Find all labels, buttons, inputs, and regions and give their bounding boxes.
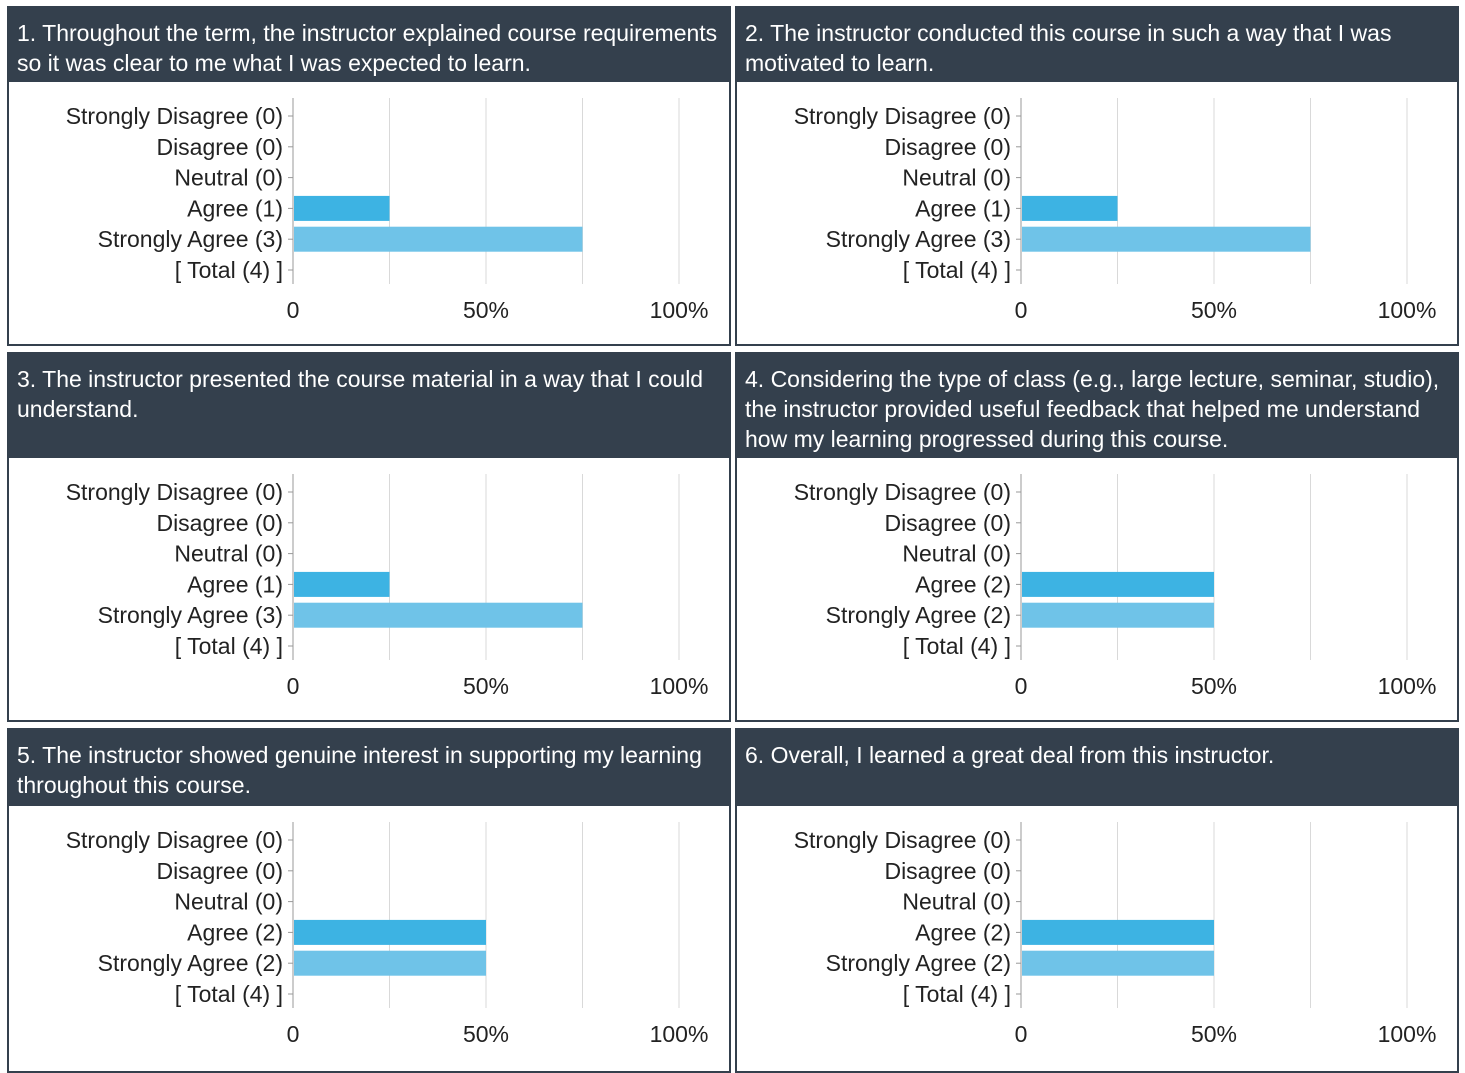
bar	[1022, 195, 1118, 221]
category-label: Strongly Agree (3)	[826, 226, 1011, 252]
x-tick-label: 100%	[650, 1021, 709, 1047]
category-label: Strongly Agree (2)	[98, 950, 283, 976]
bar	[1022, 571, 1214, 597]
question-title-5: 5. The instructor showed genuine interes…	[9, 730, 729, 806]
question-title-1: 1. Throughout the term, the instructor e…	[9, 8, 729, 82]
question-title-6: 6. Overall, I learned a great deal from …	[737, 730, 1457, 806]
question-panel-5: 5. The instructor showed genuine interes…	[7, 728, 731, 1073]
x-tick-label: 50%	[463, 1021, 509, 1047]
category-label: Agree (1)	[915, 195, 1011, 221]
category-label: Disagree (0)	[884, 858, 1011, 884]
category-label: Neutral (0)	[174, 541, 283, 567]
category-label: Agree (1)	[187, 571, 283, 597]
chart-3: Strongly Disagree (0) Disagree (0) Neutral…	[66, 474, 709, 699]
question-title-4: 4. Considering the type of class (e.g., …	[737, 354, 1457, 458]
x-tick-label: 50%	[1191, 1021, 1237, 1047]
x-tick-label: 50%	[1191, 673, 1237, 699]
x-tick-label: 0	[287, 1021, 300, 1047]
category-label: Agree (1)	[187, 195, 283, 221]
bar	[1022, 602, 1214, 628]
question-panel-2: 2. The instructor conducted this course …	[735, 6, 1459, 346]
bar	[1022, 226, 1311, 252]
category-label: [ Total (4) ]	[175, 257, 283, 283]
bar	[294, 602, 583, 628]
x-tick-label: 0	[287, 297, 300, 323]
category-label: Strongly Disagree (0)	[794, 103, 1011, 129]
x-tick-label: 0	[1015, 1021, 1028, 1047]
category-label: Disagree (0)	[884, 134, 1011, 160]
category-label: Neutral (0)	[174, 165, 283, 191]
category-label: Disagree (0)	[156, 858, 283, 884]
category-label: Neutral (0)	[174, 889, 283, 915]
x-tick-label: 100%	[1378, 673, 1437, 699]
question-title-2: 2. The instructor conducted this course …	[737, 8, 1457, 82]
category-label: Strongly Disagree (0)	[66, 827, 283, 853]
question-panel-1: 1. Throughout the term, the instructor e…	[7, 6, 731, 346]
category-label: Strongly Disagree (0)	[794, 827, 1011, 853]
x-tick-label: 100%	[650, 673, 709, 699]
chart-1: Strongly Disagree (0) Disagree (0) Neutral…	[66, 98, 709, 323]
chart-6: Strongly Disagree (0) Disagree (0) Neutral…	[794, 822, 1437, 1047]
category-label: [ Total (4) ]	[903, 257, 1011, 283]
bar	[294, 226, 583, 252]
category-label: [ Total (4) ]	[903, 633, 1011, 659]
category-label: Strongly Disagree (0)	[794, 479, 1011, 505]
category-label: [ Total (4) ]	[175, 981, 283, 1007]
x-tick-label: 0	[287, 673, 300, 699]
chart-4: Strongly Disagree (0) Disagree (0) Neutral…	[794, 474, 1437, 699]
x-tick-label: 0	[1015, 673, 1028, 699]
category-label: Strongly Agree (2)	[826, 602, 1011, 628]
category-label: Neutral (0)	[902, 541, 1011, 567]
chart-2: Strongly Disagree (0) Disagree (0) Neutral…	[794, 98, 1437, 323]
category-label: Strongly Agree (3)	[98, 226, 283, 252]
bar	[1022, 919, 1214, 945]
x-tick-label: 0	[1015, 297, 1028, 323]
bar	[294, 950, 486, 976]
category-label: [ Total (4) ]	[175, 633, 283, 659]
x-tick-label: 50%	[463, 673, 509, 699]
bar	[294, 571, 390, 597]
category-label: Strongly Agree (2)	[826, 950, 1011, 976]
x-tick-label: 50%	[1191, 297, 1237, 323]
category-label: Strongly Disagree (0)	[66, 103, 283, 129]
x-tick-label: 50%	[463, 297, 509, 323]
category-label: [ Total (4) ]	[903, 981, 1011, 1007]
x-tick-label: 100%	[1378, 297, 1437, 323]
category-label: Strongly Disagree (0)	[66, 479, 283, 505]
category-label: Strongly Agree (3)	[98, 602, 283, 628]
category-label: Agree (2)	[915, 919, 1011, 945]
question-title-3: 3. The instructor presented the course m…	[9, 354, 729, 458]
bar	[294, 919, 486, 945]
question-panel-3: 3. The instructor presented the course m…	[7, 352, 731, 722]
category-label: Agree (2)	[187, 919, 283, 945]
bar	[1022, 950, 1214, 976]
category-label: Disagree (0)	[156, 134, 283, 160]
category-label: Disagree (0)	[156, 510, 283, 536]
question-panel-4: 4. Considering the type of class (e.g., …	[735, 352, 1459, 722]
x-tick-label: 100%	[1378, 1021, 1437, 1047]
chart-5: Strongly Disagree (0) Disagree (0) Neutral…	[66, 822, 709, 1047]
category-label: Disagree (0)	[884, 510, 1011, 536]
category-label: Agree (2)	[915, 571, 1011, 597]
category-label: Neutral (0)	[902, 165, 1011, 191]
question-panel-6: 6. Overall, I learned a great deal from …	[735, 728, 1459, 1073]
category-label: Neutral (0)	[902, 889, 1011, 915]
x-tick-label: 100%	[650, 297, 709, 323]
bar	[294, 195, 390, 221]
